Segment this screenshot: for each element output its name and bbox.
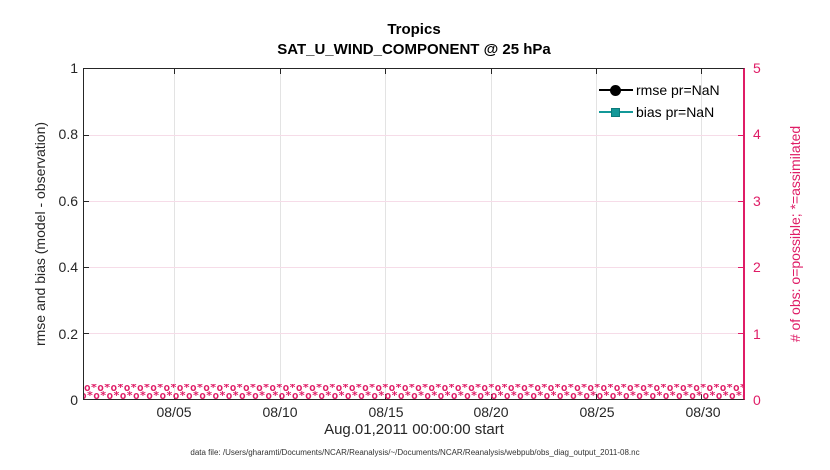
tickmark-left	[84, 135, 89, 136]
tickmark-left	[84, 333, 89, 334]
rmse-line-sample	[599, 84, 633, 96]
gridline-x-0810	[279, 69, 281, 399]
left-ytick-1: 1	[70, 60, 78, 76]
legend: rmse pr=NaN bias pr=NaN	[599, 79, 720, 123]
right-ytick-1: 1	[753, 326, 761, 342]
tickmark-top	[596, 69, 598, 74]
xtick-0825: 08/25	[579, 404, 615, 420]
xtick-0805: 08/05	[156, 404, 192, 420]
gridline-x-0820	[490, 69, 492, 399]
chart-title-block: Tropics SAT_U_WIND_COMPONENT @ 25 hPa	[83, 20, 745, 60]
tickmark-bottom	[701, 394, 703, 399]
bias-line-sample	[599, 107, 633, 117]
gridline-y-80pct	[84, 135, 743, 136]
tickmark-bottom	[596, 394, 598, 399]
left-ytick-0-8: 0.8	[58, 126, 78, 142]
data-file-footer: data file: /Users/gharamti/Documents/NCA…	[190, 448, 640, 457]
tickmark-left	[84, 201, 89, 202]
obs-assimilated-markers: o*o*o*o*o*o*o*o*o*o*o*o*o*o*o*o*o*o*o*o*…	[84, 389, 743, 401]
gridline-x-0825	[596, 69, 598, 399]
left-ytick-0-2: 0.2	[58, 326, 78, 342]
rmse-circle-marker-icon	[610, 84, 621, 96]
chart-title-variable: SAT_U_WIND_COMPONENT @ 25 hPa	[277, 41, 551, 58]
gridline-y-20pct	[84, 333, 743, 334]
tickmark-bottom	[490, 394, 492, 399]
tickmark-right	[738, 333, 743, 334]
tickmark-bottom	[174, 394, 176, 399]
gridline-x-0830	[701, 69, 703, 399]
tickmark-right	[738, 267, 743, 268]
tickmark-right	[738, 135, 743, 136]
x-axis-label: Aug.01,2011 00:00:00 start	[324, 421, 504, 438]
xtick-0830: 08/30	[685, 404, 721, 420]
legend-label-rmse: rmse pr=NaN	[636, 82, 720, 98]
tickmark-right	[738, 201, 743, 202]
left-ytick-0-6: 0.6	[58, 193, 78, 209]
right-ytick-4: 4	[753, 126, 761, 142]
tickmark-top	[174, 69, 176, 74]
left-ytick-0-4: 0.4	[58, 259, 78, 275]
obs-possible-markers: o*o*o*o*o*o*o*o*o*o*o*o*o*o*o*o*o*o*o*o*…	[84, 384, 743, 394]
xtick-0815: 08/15	[368, 404, 404, 420]
xtick-0810: 08/10	[262, 404, 298, 420]
tickmark-top	[701, 69, 703, 74]
left-y-axis-label: rmse and bias (model - observation)	[32, 121, 48, 347]
legend-label-bias: bias pr=NaN	[636, 104, 715, 120]
tickmark-top	[279, 69, 281, 74]
legend-item-rmse: rmse pr=NaN	[599, 79, 720, 101]
gridline-x-0815	[385, 69, 387, 399]
gridline-y-40pct	[84, 267, 743, 268]
legend-item-bias: bias pr=NaN	[599, 101, 720, 123]
right-ytick-3: 3	[753, 193, 761, 209]
right-y-axis-label: # of obs: o=possible; *=assimilated	[787, 125, 803, 343]
gridline-y-60pct	[84, 201, 743, 202]
gridline-x-0805	[174, 69, 176, 399]
tickmark-top	[385, 69, 387, 74]
chart-title-region: Tropics	[387, 21, 441, 38]
right-ytick-0: 0	[753, 392, 761, 408]
plot-area: o*o*o*o*o*o*o*o*o*o*o*o*o*o*o*o*o*o*o*o*…	[83, 68, 745, 401]
tickmark-left	[84, 267, 89, 268]
tickmark-bottom	[279, 394, 281, 399]
xtick-0820: 08/20	[473, 404, 509, 420]
left-ytick-0: 0	[70, 392, 78, 408]
right-ytick-5: 5	[753, 60, 761, 76]
right-ytick-2: 2	[753, 259, 761, 275]
tickmark-bottom	[385, 394, 387, 399]
tickmark-top	[490, 69, 492, 74]
obs-count-marker-band: o*o*o*o*o*o*o*o*o*o*o*o*o*o*o*o*o*o*o*o*…	[84, 384, 743, 401]
bias-square-marker-icon	[611, 107, 620, 117]
